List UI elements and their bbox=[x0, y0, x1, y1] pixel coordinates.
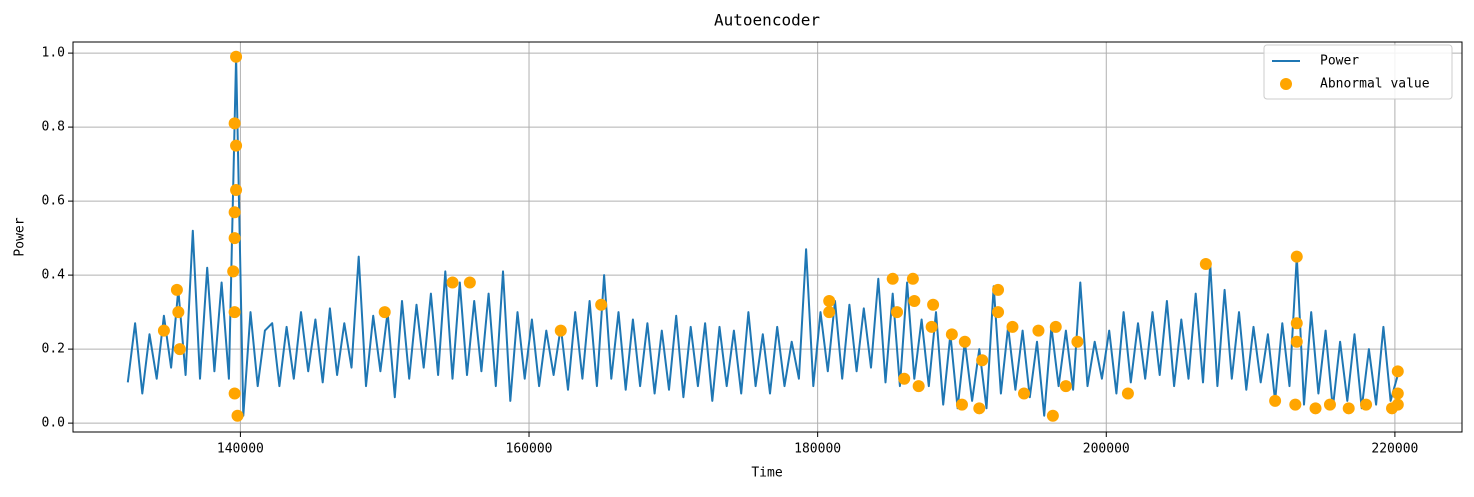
abnormal-point bbox=[230, 139, 243, 152]
y-tick-label: 1.0 bbox=[42, 46, 65, 61]
abnormal-point bbox=[1049, 320, 1062, 333]
abnormal-point bbox=[1391, 365, 1404, 378]
abnormal-point bbox=[906, 272, 919, 285]
legend-label: Power bbox=[1320, 54, 1359, 69]
abnormal-point bbox=[908, 295, 921, 308]
abnormal-point bbox=[230, 50, 243, 63]
y-tick-label: 0.0 bbox=[42, 416, 65, 431]
abnormal-point bbox=[1199, 258, 1212, 271]
abnormal-point bbox=[1032, 324, 1045, 337]
abnormal-point bbox=[227, 265, 240, 278]
y-tick-label: 0.6 bbox=[42, 194, 65, 209]
abnormal-point bbox=[925, 320, 938, 333]
abnormal-point bbox=[1323, 398, 1336, 411]
x-tick-label: 220000 bbox=[1371, 442, 1418, 457]
abnormal-point bbox=[898, 372, 911, 385]
y-tick-label: 0.4 bbox=[42, 268, 66, 283]
abnormal-point bbox=[976, 354, 989, 367]
abnormal-point bbox=[886, 272, 899, 285]
abnormal-point bbox=[1290, 250, 1303, 263]
abnormal-point bbox=[228, 306, 241, 319]
abnormal-point bbox=[378, 306, 391, 319]
abnormal-point bbox=[1006, 320, 1019, 333]
abnormal-point bbox=[228, 117, 241, 130]
abnormal-point bbox=[973, 402, 986, 415]
abnormal-point bbox=[1121, 387, 1134, 400]
abnormal-point bbox=[823, 306, 836, 319]
abnormal-point bbox=[1046, 409, 1059, 422]
abnormal-point bbox=[228, 387, 241, 400]
legend-box bbox=[1263, 44, 1453, 100]
abnormal-point bbox=[992, 283, 1005, 296]
abnormal-point bbox=[595, 298, 608, 311]
abnormal-point bbox=[945, 328, 958, 341]
y-tick-label: 0.2 bbox=[42, 342, 65, 357]
x-axis-label: Time bbox=[751, 466, 782, 481]
abnormal-point bbox=[1018, 387, 1031, 400]
y-tick-label: 0.8 bbox=[42, 120, 65, 135]
abnormal-point bbox=[891, 306, 904, 319]
abnormal-point bbox=[554, 324, 567, 337]
power-line bbox=[126, 55, 1399, 417]
y-axis-label: Power bbox=[13, 217, 28, 256]
abnormal-point bbox=[1342, 402, 1355, 415]
abnormal-point bbox=[823, 295, 836, 308]
abnormal-point bbox=[1289, 398, 1302, 411]
abnormal-point bbox=[1290, 317, 1303, 330]
x-tick-label: 180000 bbox=[794, 442, 841, 457]
abnormal-point bbox=[1391, 387, 1404, 400]
abnormal-point bbox=[1059, 380, 1072, 393]
abnormal-point bbox=[955, 398, 968, 411]
x-tick-label: 160000 bbox=[506, 442, 553, 457]
abnormal-point bbox=[228, 232, 241, 245]
abnormal-point bbox=[230, 184, 243, 197]
abnormal-point bbox=[170, 283, 183, 296]
abnormal-point bbox=[463, 276, 476, 289]
abnormal-point bbox=[1360, 398, 1373, 411]
x-tick-label: 200000 bbox=[1083, 442, 1130, 457]
legend-label: Abnormal value bbox=[1320, 77, 1430, 92]
abnormal-point bbox=[172, 306, 185, 319]
abnormal-point bbox=[231, 409, 244, 422]
abnormal-point bbox=[1309, 402, 1322, 415]
abnormal-point bbox=[1290, 335, 1303, 348]
chart-title: Autoencoder bbox=[714, 11, 820, 30]
abnormal-point bbox=[173, 343, 186, 356]
abnormal-point bbox=[157, 324, 170, 337]
abnormal-point bbox=[1269, 394, 1282, 407]
abnormal-point bbox=[1391, 398, 1404, 411]
legend-marker bbox=[1280, 78, 1292, 90]
abnormal-point bbox=[992, 306, 1005, 319]
abnormal-point bbox=[446, 276, 459, 289]
plot-frame bbox=[72, 41, 1463, 433]
abnormal-point bbox=[228, 206, 241, 219]
abnormal-point bbox=[912, 380, 925, 393]
abnormal-point bbox=[958, 335, 971, 348]
abnormal-point bbox=[1071, 335, 1084, 348]
x-tick-label: 140000 bbox=[217, 442, 264, 457]
abnormal-point bbox=[927, 298, 940, 311]
